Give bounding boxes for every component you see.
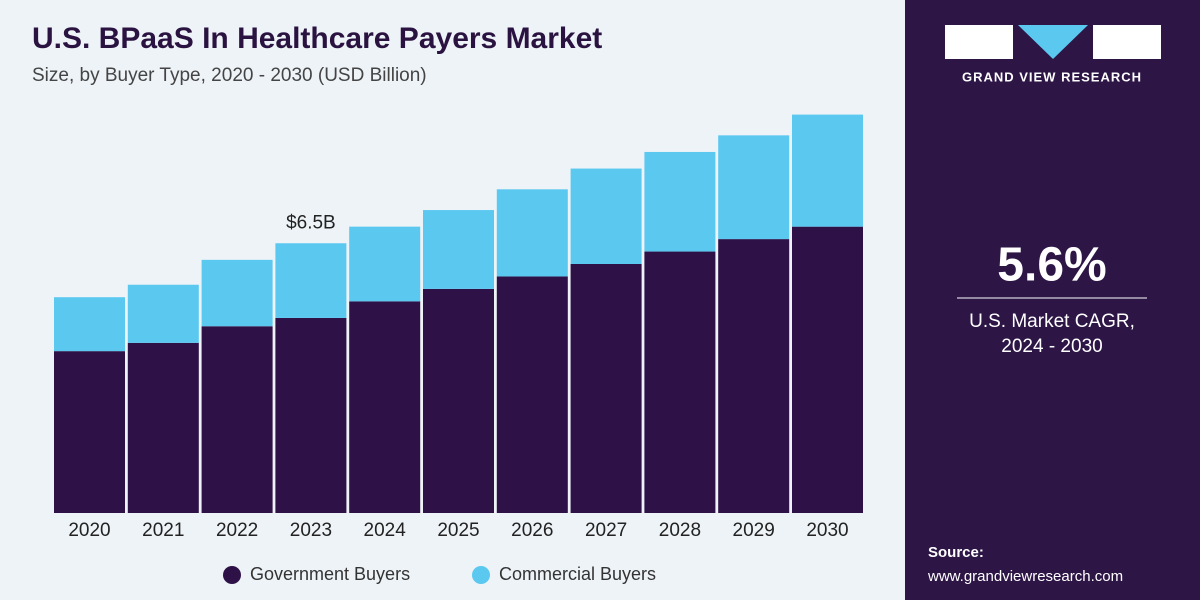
bar-segment bbox=[718, 239, 790, 513]
x-tick-label: 2030 bbox=[806, 520, 848, 541]
legend-label: Government Buyers bbox=[250, 564, 410, 584]
bar-segment bbox=[496, 189, 568, 277]
data-label: $6.5B bbox=[286, 212, 336, 233]
bar-segment bbox=[792, 114, 863, 227]
bar-segment bbox=[423, 210, 494, 289]
logo-chevron bbox=[1018, 25, 1088, 59]
x-tick-label: 2029 bbox=[733, 520, 775, 541]
bar-segment bbox=[275, 317, 347, 513]
x-tick-label: 2021 bbox=[142, 520, 184, 541]
bar-segment bbox=[54, 351, 125, 513]
bar-segment bbox=[644, 151, 716, 252]
legend-marker bbox=[472, 566, 490, 584]
x-tick-label: 2026 bbox=[511, 520, 553, 541]
logo-block bbox=[1093, 25, 1161, 59]
bar-segment bbox=[127, 342, 199, 513]
logo-block bbox=[945, 25, 1013, 59]
brand: GRAND VIEW RESEARCH bbox=[962, 69, 1142, 84]
x-tick-label: 2027 bbox=[585, 520, 627, 541]
bar-segment bbox=[496, 276, 568, 513]
bar-segment bbox=[201, 259, 273, 327]
bar-segment bbox=[127, 284, 199, 343]
bar-segment bbox=[349, 301, 421, 513]
chart-title: U.S. BPaaS In Healthcare Payers Market bbox=[32, 22, 602, 55]
x-tick-label: 2022 bbox=[216, 520, 258, 541]
bar-segment bbox=[792, 226, 863, 513]
x-tick-label: 2023 bbox=[290, 520, 332, 541]
bar-segment bbox=[718, 135, 790, 240]
x-tick-label: 2025 bbox=[437, 520, 479, 541]
bar-segment bbox=[275, 243, 347, 318]
cagr-caption: 2024 - 2030 bbox=[1001, 336, 1102, 357]
bar-segment bbox=[349, 226, 421, 302]
legend-label: Commercial Buyers bbox=[499, 564, 656, 584]
x-tick-label: 2020 bbox=[68, 520, 110, 541]
cagr-value: 5.6% bbox=[997, 239, 1106, 292]
sidebar-background bbox=[905, 0, 1200, 600]
source-title: Source: bbox=[928, 544, 984, 561]
x-tick-label: 2028 bbox=[659, 520, 701, 541]
chart-subtitle: Size, by Buyer Type, 2020 - 2030 (USD Bi… bbox=[32, 65, 427, 86]
bar-segment bbox=[570, 168, 642, 264]
bar-segment bbox=[570, 264, 642, 513]
legend-marker bbox=[223, 566, 241, 584]
bar-segment bbox=[423, 288, 494, 513]
bar-segment bbox=[644, 251, 716, 514]
cagr-caption: U.S. Market CAGR, bbox=[969, 311, 1135, 332]
logo bbox=[945, 25, 1161, 59]
source-url: www.grandviewresearch.com bbox=[927, 568, 1123, 585]
bar-segment bbox=[54, 297, 125, 352]
bar-segment bbox=[201, 326, 273, 513]
x-tick-label: 2024 bbox=[364, 520, 407, 541]
